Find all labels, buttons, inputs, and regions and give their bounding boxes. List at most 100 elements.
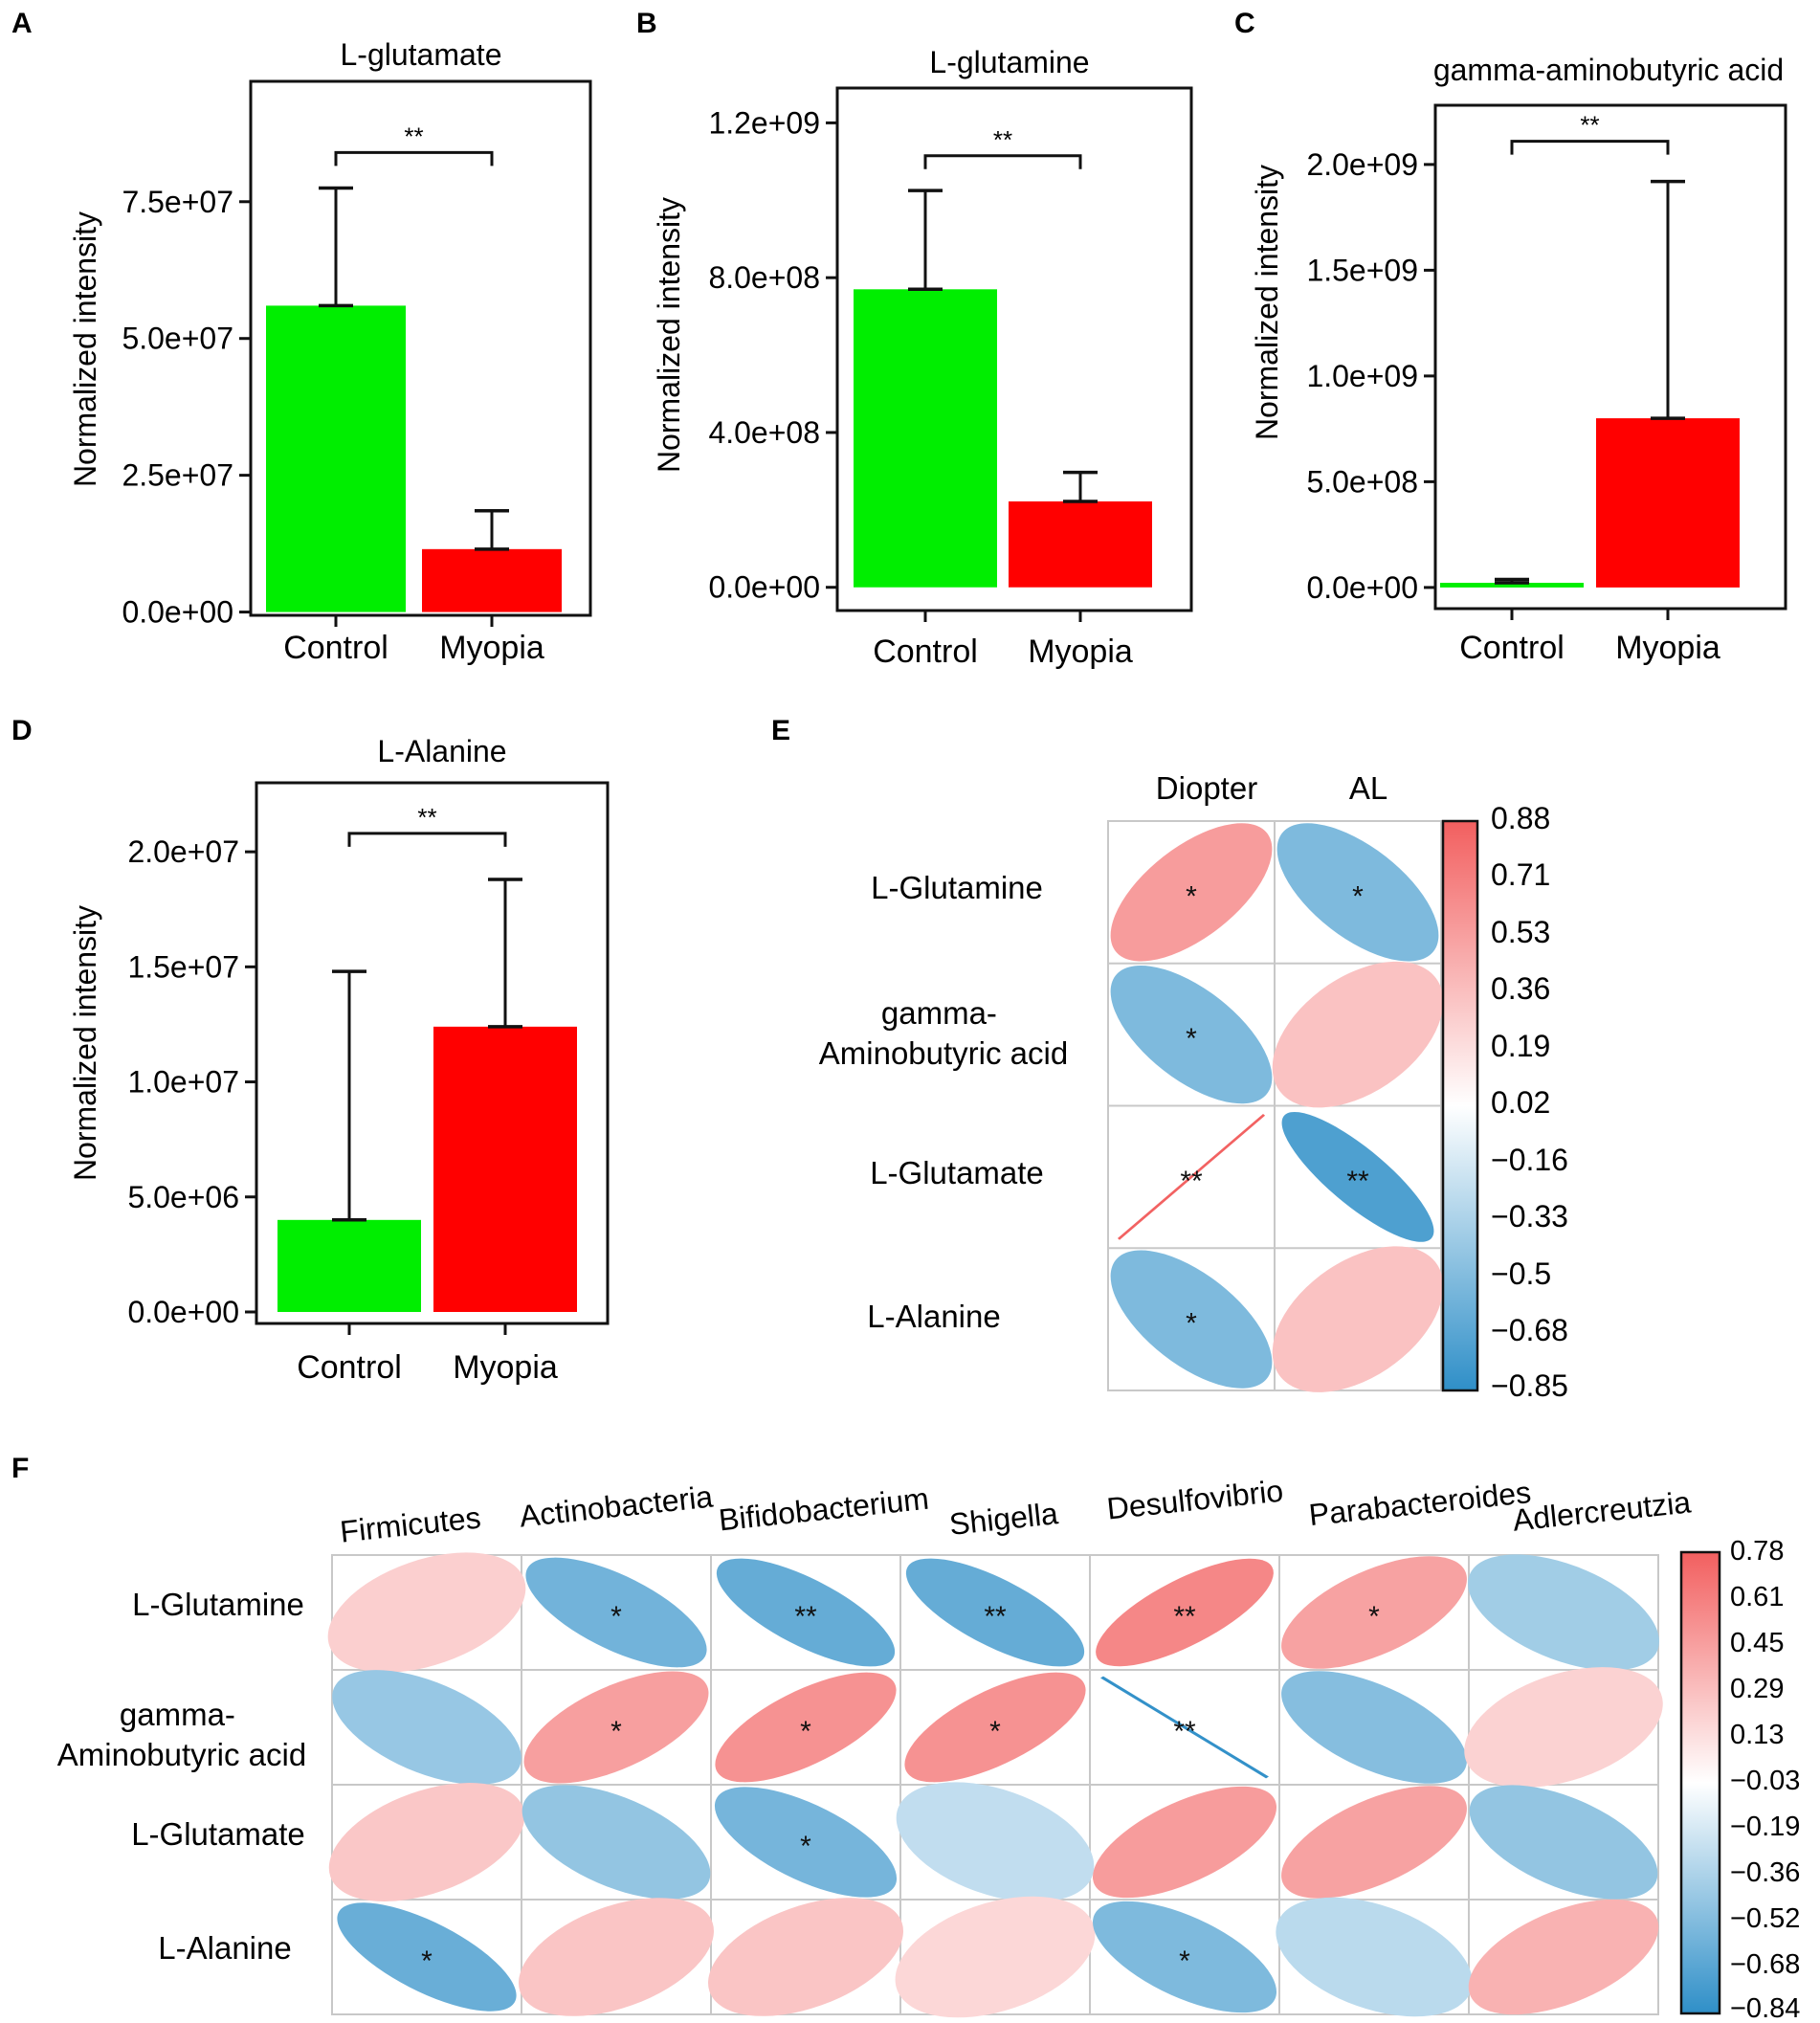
column-label-adlercreutzia: Adlercreutzia (1511, 1484, 1693, 1537)
corr-ellipse (895, 1896, 1096, 2018)
bar-myopia (433, 1026, 577, 1312)
colorbar-tick: −0.03 (1730, 1766, 1800, 1796)
row-label-gaba: gamma- Aminobutyric acid (57, 1697, 306, 1772)
y-tick-label: 5.0e+07 (122, 322, 233, 356)
corr-cell (1272, 961, 1444, 1108)
colorbar-tick: −0.5 (1491, 1256, 1551, 1291)
colorbar-tick: 0.19 (1491, 1029, 1550, 1063)
corr-cell (1468, 1899, 1659, 2015)
colorbar-tick: 0.45 (1730, 1628, 1784, 1658)
y-tick-label: 2.0e+07 (127, 834, 239, 869)
colorbar-tick: 0.61 (1730, 1582, 1784, 1612)
corr-ellipse (1276, 823, 1439, 962)
significance-bracket (347, 832, 507, 847)
x-tick-label-myopia: Myopia (1615, 630, 1720, 666)
corr-ellipse (519, 1898, 714, 2016)
heatmap-f: Firmicutes Actinobacteria Bifidobacteriu… (57, 1473, 1801, 2023)
colorbar-tick: 0.71 (1491, 857, 1550, 892)
panel-letter-f: F (11, 1453, 29, 1484)
bar-chart-c: gamma-aminobutyric acid Normalized inten… (1250, 53, 1787, 666)
colorbar (1441, 819, 1479, 1392)
corr-ellipse (904, 1672, 1086, 1783)
corr-cell (1100, 1676, 1269, 1779)
colorbar-tick: −0.84 (1730, 1993, 1800, 2023)
corr-ellipse (337, 1902, 517, 2012)
significance-star: ** (984, 1601, 1007, 1633)
bar-chart-a: L-glutamate Normalized intensity 0.0e+00… (68, 37, 592, 666)
column-label-parabacteroides: Parabacteroides (1307, 1475, 1533, 1532)
y-tick-label: 0.0e+00 (122, 595, 233, 630)
significance-star: * (1179, 1945, 1190, 1977)
corr-ellipse (1100, 1676, 1269, 1779)
plot-frame (835, 86, 1193, 612)
significance-star: ** (1173, 1601, 1196, 1633)
corr-cell (1110, 1250, 1273, 1389)
row-label-l-alanine: L-Alanine (158, 1930, 291, 1966)
column-label-actinobacteria: Actinobacteria (518, 1479, 715, 1534)
significance-star: * (1186, 1308, 1197, 1340)
corr-ellipse (715, 1672, 897, 1783)
colorbar-tick: −0.36 (1730, 1857, 1800, 1888)
significance-bracket (334, 150, 494, 167)
y-axis-label: Normalized intensity (1250, 165, 1284, 440)
bar-myopia (422, 548, 562, 612)
corr-ellipse (1281, 1556, 1467, 1669)
corr-ellipse (1281, 1671, 1467, 1784)
x-tick-label-control: Control (297, 1349, 402, 1386)
significance-bracket (1510, 140, 1670, 155)
corr-cell (1110, 965, 1273, 1104)
panel-letter-e: E (771, 715, 790, 746)
y-tick-label: 1.0e+09 (1306, 359, 1418, 393)
corr-cell (1110, 823, 1273, 962)
corr-cell (1281, 1556, 1467, 1669)
corr-ellipse (1272, 1246, 1444, 1392)
corr-ellipse (1272, 961, 1444, 1108)
corr-cell (328, 1783, 525, 1901)
significance-star: * (421, 1945, 433, 1977)
significance-star: ** (1180, 1166, 1203, 1197)
significance-star: ** (1346, 1166, 1369, 1197)
corr-ellipse (1281, 1786, 1467, 1899)
corr-cell (1281, 1786, 1467, 1899)
corr-cell (525, 1557, 707, 1668)
plot-frame (255, 781, 610, 1325)
heatmap-e: Diopter AL L-Glutamine gamma- Aminobutyr… (819, 770, 1568, 1403)
chart-title: L-glutamate (341, 37, 502, 72)
chart-title: L-glutamine (929, 45, 1089, 79)
corr-ellipse (905, 1558, 1085, 1667)
colorbar-tick: 0.88 (1491, 801, 1550, 835)
corr-cell (1092, 1786, 1277, 1899)
corr-cell (1464, 1667, 1663, 1788)
y-tick-label: 8.0e+08 (708, 260, 820, 295)
colorbar-tick: −0.33 (1491, 1199, 1568, 1234)
significance-star: * (800, 1831, 811, 1862)
panel-letter-d: D (11, 715, 33, 746)
colorbar-tick: 0.78 (1730, 1536, 1784, 1567)
corr-ellipse (1468, 1554, 1659, 1671)
colorbar-tick: 0.29 (1730, 1674, 1784, 1704)
colorbar-tick: −0.52 (1730, 1903, 1800, 1934)
significance-label: ** (417, 803, 436, 832)
corr-cell (708, 1898, 903, 2016)
corr-cell (1281, 1111, 1434, 1242)
column-label-firmicutes: Firmicutes (339, 1500, 483, 1548)
corr-ellipse (896, 1782, 1095, 1902)
corr-cell (523, 1671, 709, 1784)
corr-ellipse (1468, 1899, 1659, 2015)
significance-star: * (989, 1716, 1001, 1747)
significance-star: ** (1173, 1716, 1196, 1747)
corr-cell (1281, 1671, 1467, 1784)
x-tick-label-myopia: Myopia (1028, 634, 1133, 670)
bar-chart-b: L-glutamine Normalized intensity 0.0e+00… (652, 45, 1193, 670)
y-tick-label: 1.0e+07 (127, 1065, 239, 1100)
x-tick-label-control: Control (1459, 630, 1565, 666)
corr-ellipse (1276, 1897, 1473, 2017)
y-axis-label: Normalized intensity (68, 905, 102, 1181)
x-tick-label-myopia: Myopia (439, 630, 544, 666)
row-label-gaba: gamma- Aminobutyric acid (819, 995, 1068, 1071)
x-tick-label-control: Control (873, 634, 978, 670)
bar-myopia (1009, 500, 1152, 588)
y-tick-label: 0.0e+00 (708, 570, 820, 605)
corr-ellipse (332, 1670, 522, 1785)
x-tick-label-control: Control (283, 630, 388, 666)
